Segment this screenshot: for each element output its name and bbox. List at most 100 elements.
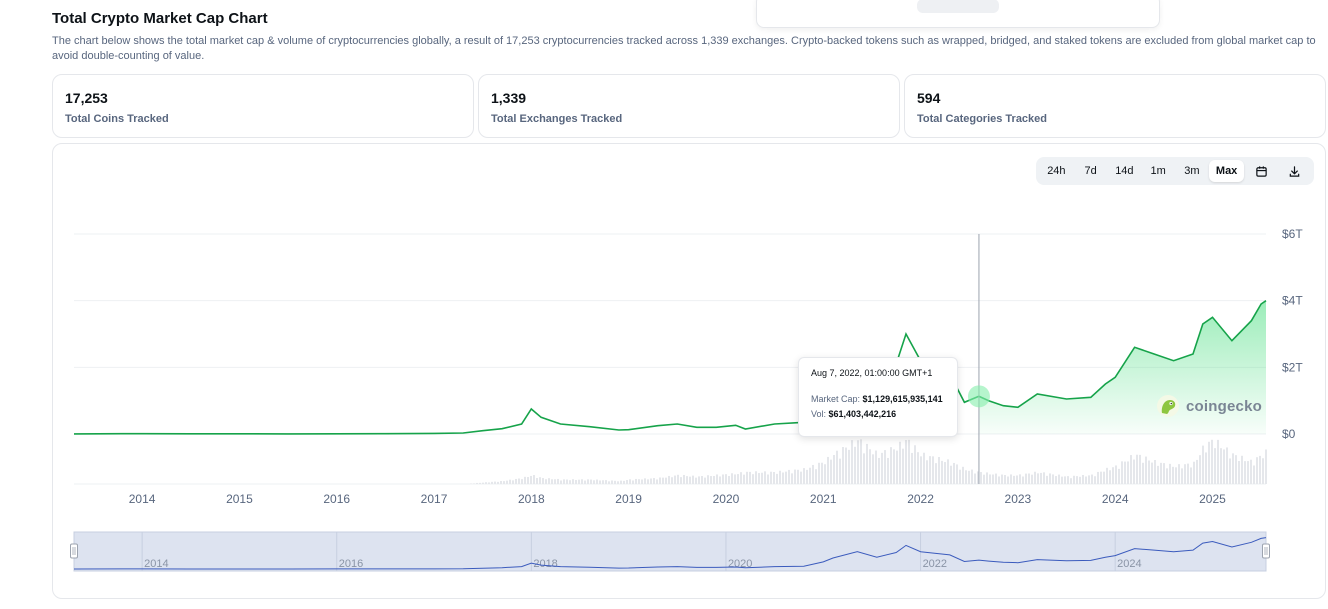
volume-bar: [791, 473, 793, 484]
volume-bar: [620, 480, 622, 484]
range-button-14d[interactable]: 14d: [1115, 165, 1134, 177]
volume-bar: [1184, 464, 1186, 484]
volume-bar: [1109, 470, 1111, 484]
volume-bar: [779, 470, 781, 484]
volume-bar: [485, 482, 487, 484]
stat-value: 17,253: [65, 90, 108, 106]
volume-bar: [917, 452, 919, 484]
volume-bar: [743, 474, 745, 484]
y-tick-label: $6T: [1282, 227, 1303, 241]
volume-bar: [1031, 474, 1033, 484]
volume-bar: [857, 440, 859, 484]
volume-bar: [734, 474, 736, 484]
volume-bar: [596, 479, 598, 484]
range-button-max[interactable]: Max: [1208, 160, 1245, 182]
volume-bar: [1199, 455, 1201, 484]
navigator-handle-left[interactable]: [70, 543, 78, 559]
volume-bar: [1100, 471, 1102, 484]
volume-bar: [491, 481, 493, 484]
x-tick-label: 2015: [226, 492, 253, 506]
volume-bar: [758, 473, 760, 484]
volume-bar: [1169, 463, 1171, 484]
volume-bar: [887, 457, 889, 484]
volume-bar: [899, 441, 901, 484]
volume-bar: [710, 476, 712, 484]
volume-bar: [806, 469, 808, 484]
volume-bar: [629, 479, 631, 484]
range-button-7d[interactable]: 7d: [1084, 165, 1097, 177]
volume-bar: [665, 477, 667, 484]
volume-bar: [1151, 462, 1153, 484]
volume-bar: [641, 479, 643, 484]
y-tick-label: $2T: [1282, 360, 1303, 374]
volume-bar: [677, 474, 679, 484]
volume-bar: [1061, 476, 1063, 484]
volume-bar: [509, 479, 511, 484]
volume-bar: [512, 480, 514, 484]
range-button-3m[interactable]: 3m: [1184, 165, 1200, 177]
volume-bar: [668, 475, 670, 484]
y-tick-label: $0: [1282, 427, 1296, 441]
volume-bar: [671, 477, 673, 484]
stat-card-categories: 594 Total Categories Tracked: [904, 74, 1326, 138]
volume-bar: [701, 476, 703, 484]
volume-bar: [737, 474, 739, 484]
volume-bar: [1202, 445, 1204, 484]
range-button-24h[interactable]: 24h: [1047, 165, 1066, 177]
volume-bar: [986, 472, 988, 484]
volume-bar: [875, 450, 877, 484]
navigator-tick-label: 2016: [339, 558, 363, 570]
volume-bar: [908, 439, 910, 484]
volume-bar: [728, 476, 730, 484]
volume-bar: [617, 481, 619, 484]
volume-bar: [962, 466, 964, 484]
volume-bar: [689, 476, 691, 484]
x-tick-label: 2014: [129, 492, 156, 506]
volume-bar: [1244, 461, 1246, 484]
navigator-handle-right[interactable]: [1262, 543, 1270, 559]
volume-bar: [1013, 475, 1015, 484]
volume-bar: [1079, 476, 1081, 484]
volume-bar: [1193, 461, 1195, 484]
calendar-button[interactable]: [1244, 160, 1278, 182]
volume-bar: [1064, 476, 1066, 484]
overlay-popup: [756, 0, 1160, 28]
volume-bar: [944, 462, 946, 484]
volume-bar: [1112, 467, 1114, 484]
volume-bar: [1145, 456, 1147, 484]
volume-bar: [518, 478, 520, 484]
volume-bar: [869, 449, 871, 484]
volume-bar: [788, 469, 790, 484]
volume-bar: [611, 480, 613, 484]
volume-bar: [479, 482, 481, 484]
volume-bar: [575, 479, 577, 484]
volume-bar: [722, 474, 724, 484]
volume-bar: [953, 462, 955, 484]
volume-bar: [932, 456, 934, 484]
volume-bar: [1229, 458, 1231, 484]
tooltip-date: Aug 7, 2022, 01:00:00 GMT+1: [811, 368, 933, 378]
range-button-1m[interactable]: 1m: [1150, 165, 1166, 177]
navigator-tick-label: 2022: [923, 558, 947, 570]
x-tick-label: 2024: [1102, 492, 1129, 506]
download-button[interactable]: [1278, 160, 1311, 182]
volume-bar: [1136, 454, 1138, 484]
volume-bar: [881, 452, 883, 484]
navigator-tick-label: 2020: [728, 558, 752, 570]
volume-bar: [1163, 463, 1165, 484]
chart-card: [52, 143, 1326, 599]
volume-bar: [521, 479, 523, 484]
volume-bar: [950, 465, 952, 484]
watermark-text: coingecko: [1186, 397, 1262, 415]
volume-bar: [773, 471, 775, 484]
volume-bar: [1190, 467, 1192, 484]
volume-bar: [902, 448, 904, 484]
navigator-selection: [73, 531, 1267, 572]
volume-bar: [1016, 475, 1018, 484]
volume-bar: [1028, 473, 1030, 484]
volume-bar: [1037, 473, 1039, 484]
volume-bar: [569, 480, 571, 484]
volume-bar: [767, 474, 769, 484]
volume-bar: [1019, 474, 1021, 484]
